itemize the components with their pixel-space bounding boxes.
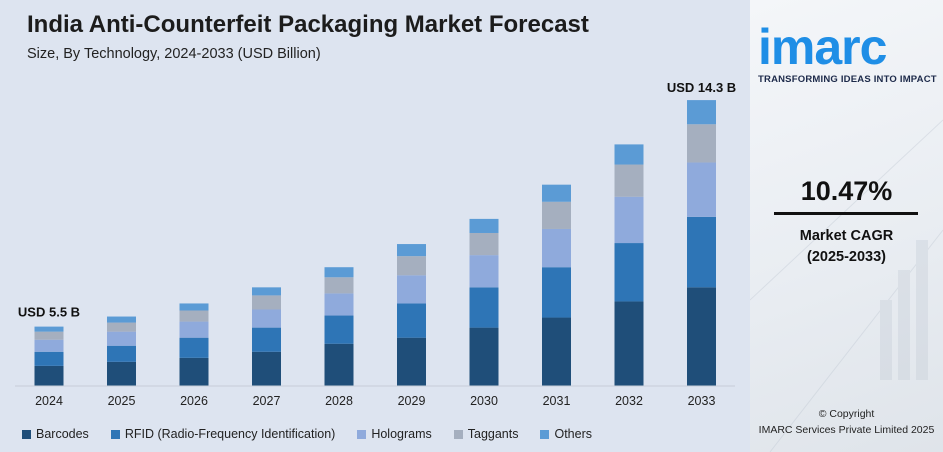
brand-panel: imarc TRANSFORMING IDEAS INTO IMPACT 10.…	[750, 0, 943, 452]
legend-swatch	[22, 429, 31, 439]
bar-segment-2028-2	[324, 293, 354, 316]
legend-label: RFID (Radio-Frequency Identification)	[124, 427, 336, 441]
bar-segment-2025-2	[107, 331, 136, 346]
x-tick-label: 2024	[35, 394, 63, 408]
bar-segment-2030-1	[469, 287, 499, 328]
bar-chart: 2024 2025 2026 2027 2028 2029 2030 2031 2032 2033…	[15, 80, 736, 408]
bar-segment-2028-4	[324, 267, 354, 278]
bar-segment-2029-0	[397, 337, 426, 386]
copyright-line: © Copyright	[818, 408, 875, 420]
x-tick-label: 2030	[470, 394, 498, 408]
x-tick-label: 2028	[325, 394, 353, 408]
bar-segment-2029-1	[397, 303, 426, 338]
bar-segment-2031-0	[542, 317, 571, 386]
legend-swatch	[110, 429, 120, 439]
bar-segment-2024-2	[34, 339, 64, 352]
bar-segment-2027-3	[252, 295, 281, 310]
chart-legend: Barcodes RFID (Radio-Frequency Identific…	[22, 427, 614, 441]
bar-segment-2027-4	[252, 287, 281, 296]
annotation-last-value: USD 14.3 B	[667, 80, 736, 95]
bar-segment-2025-3	[107, 322, 136, 332]
bar-segment-2027-0	[252, 351, 281, 386]
cagr-divider	[774, 212, 918, 215]
legend-label: Holograms	[371, 427, 432, 441]
legend-item-rfid: RFID (Radio-Frequency Identification)	[110, 427, 336, 441]
bar-segment-2031-2	[542, 228, 571, 268]
bar-segment-2026-2	[179, 321, 209, 338]
bar-segment-2032-2	[614, 196, 644, 244]
chart-subtitle: Size, By Technology, 2024-2033 (USD Bill…	[27, 46, 321, 62]
company-line: IMARC Services Private Limited 2025	[758, 424, 935, 436]
bar-segment-2033-0	[687, 287, 716, 386]
bar-segment-2025-4	[107, 316, 136, 323]
bar-segment-2024-3	[34, 331, 64, 340]
bar-segment-2027-2	[252, 309, 281, 328]
bar-segment-2029-3	[397, 256, 426, 276]
bar-segment-2033-2	[687, 162, 716, 217]
legend-item-barcodes: Barcodes	[22, 427, 89, 441]
x-tick-label: 2033	[688, 394, 716, 408]
bar-segment-2031-1	[542, 267, 571, 318]
legend-swatch	[453, 429, 463, 439]
bar-segment-2032-0	[614, 301, 644, 386]
x-tick-label: 2029	[398, 394, 426, 408]
logo-wordmark: imarc	[758, 19, 887, 75]
background-decoration	[750, 119, 943, 452]
bar-segment-2027-1	[252, 327, 281, 352]
legend-label: Others	[554, 427, 592, 441]
x-tick-label: 2027	[253, 394, 281, 408]
bar-segment-2029-4	[397, 244, 426, 257]
cagr-label-line1: Market CAGR	[799, 228, 894, 244]
legend-label: Barcodes	[36, 427, 89, 441]
bar-segment-2030-0	[469, 327, 499, 386]
bar-segment-2033-3	[687, 124, 716, 163]
cagr-label-line2: (2025-2033)	[807, 249, 886, 265]
bar-segment-2025-1	[107, 345, 136, 362]
copyright: © Copyright IMARC Services Private Limit…	[750, 406, 943, 438]
logo-tagline: TRANSFORMING IDEAS INTO IMPACT	[758, 74, 937, 85]
bar-segment-2032-4	[614, 144, 644, 165]
bar-segment-2029-2	[397, 275, 426, 304]
bar-segment-2026-1	[179, 337, 209, 358]
annotation-first-value: USD 5.5 B	[18, 305, 80, 320]
bar-segment-2031-3	[542, 201, 571, 229]
legend-swatch	[357, 429, 367, 439]
bar-segment-2031-4	[542, 184, 571, 202]
bar-segment-2030-3	[469, 232, 499, 256]
legend-label: Taggants	[467, 427, 519, 441]
bar-segment-2026-4	[179, 303, 209, 311]
bar-segment-2026-3	[179, 310, 209, 322]
bar-segment-2032-1	[614, 243, 644, 302]
bar-segment-2033-4	[687, 100, 716, 125]
bar-segment-2024-4	[34, 326, 64, 332]
legend-item-taggants: Taggants	[453, 427, 519, 441]
imarc-logo: imarc TRANSFORMING IDEAS INTO IMPACT	[758, 22, 938, 85]
bar-segment-2024-0	[34, 365, 64, 386]
bar-segment-2030-2	[469, 255, 499, 288]
bar-segment-2028-0	[324, 343, 354, 386]
bar-segment-2024-1	[34, 351, 64, 366]
legend-swatch	[540, 429, 550, 439]
legend-item-holograms: Holograms	[357, 427, 432, 441]
bar-segment-2025-0	[107, 361, 136, 386]
cagr-value: 10.47%	[800, 176, 893, 206]
bar-segment-2033-1	[687, 216, 716, 288]
bar-segment-2028-3	[324, 277, 354, 294]
bar-segment-2028-1	[324, 315, 354, 344]
bar-segment-2030-4	[469, 218, 499, 233]
chart-title: India Anti-Counterfeit Packaging Market …	[27, 11, 589, 38]
cagr-label: Market CAGR (2025-2033)	[750, 226, 943, 268]
x-tick-label: 2031	[543, 394, 571, 408]
x-tick-label: 2025	[108, 394, 136, 408]
x-tick-label: 2026	[180, 394, 208, 408]
bar-segment-2032-3	[614, 164, 644, 197]
legend-item-others: Others	[540, 427, 592, 441]
x-tick-label: 2032	[615, 394, 643, 408]
bar-segment-2026-0	[179, 357, 209, 386]
